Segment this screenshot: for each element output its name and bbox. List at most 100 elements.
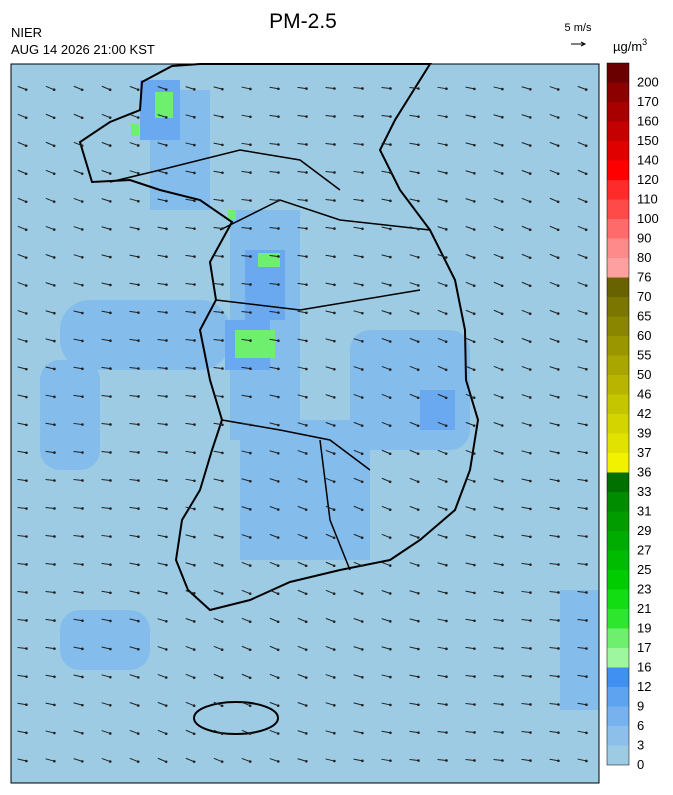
wind-arrow-head	[361, 171, 364, 174]
wind-arrow-head	[333, 731, 336, 735]
wind-arrow	[437, 281, 447, 287]
wind-arrow-head	[81, 703, 84, 707]
wind-arrow	[101, 757, 111, 763]
wind-arrow-head	[529, 451, 532, 455]
wind-arrow-head	[361, 759, 364, 763]
wind-arrow	[269, 114, 279, 118]
wind-arrow	[45, 254, 55, 258]
wind-arrow-head	[164, 704, 168, 707]
wind-arrow	[185, 142, 195, 146]
wind-arrow	[437, 337, 447, 343]
wind-arrow	[101, 198, 111, 202]
wind-arrow-head	[81, 563, 84, 566]
wind-arrow-head	[305, 339, 308, 343]
wind-arrow	[45, 394, 55, 398]
wind-arrow-head	[81, 591, 84, 594]
wind-arrow-head	[248, 704, 252, 708]
wind-arrow	[297, 589, 307, 595]
wind-arrow-head	[472, 396, 476, 399]
wind-arrow	[353, 589, 363, 595]
wind-arrow	[45, 141, 55, 147]
wind-arrow	[409, 505, 419, 511]
wind-arrow	[129, 254, 139, 258]
wind-arrow	[185, 282, 195, 286]
wind-arrow-head	[417, 675, 420, 679]
colorbar-segment	[607, 706, 629, 726]
wind-arrow-head	[305, 171, 308, 174]
wind-arrow	[157, 673, 167, 679]
wind-arrow	[325, 366, 335, 370]
wind-arrow	[549, 366, 559, 370]
wind-arrow	[577, 113, 587, 119]
wind-arrow	[577, 310, 587, 314]
wind-arrow-head	[164, 116, 168, 119]
wind-arrow-head	[136, 760, 140, 763]
wind-arrow-head	[165, 451, 168, 454]
wind-arrow-head	[528, 284, 532, 288]
wind-arrow-head	[276, 508, 280, 511]
wind-arrow-head	[248, 592, 252, 595]
wind-arrow-head	[361, 675, 364, 679]
wind-arrow-head	[444, 368, 448, 372]
wind-arrow-head	[220, 760, 224, 763]
wind-arrow-head	[24, 88, 28, 91]
wind-arrow	[353, 646, 363, 650]
wind-arrow	[549, 169, 559, 175]
wind-arrow	[493, 114, 503, 118]
wind-arrow	[381, 393, 391, 399]
wind-arrow	[73, 226, 83, 230]
wind-arrow	[381, 365, 391, 371]
wind-arrow-head	[193, 255, 196, 258]
wind-arrow-head	[529, 507, 532, 511]
colorbar-label: 37	[637, 445, 651, 460]
colorbar-label: 39	[637, 426, 651, 441]
wind-arrow-head	[24, 116, 28, 119]
colorbar-segment	[607, 160, 629, 180]
wind-arrow	[241, 561, 251, 567]
wind-arrow	[409, 393, 419, 399]
wind-arrow	[213, 534, 223, 538]
wind-arrow	[409, 618, 419, 622]
wind-arrow	[521, 675, 531, 677]
wind-arrow	[269, 450, 279, 454]
wind-arrow	[325, 758, 335, 762]
wind-arrow-head	[221, 423, 224, 427]
wind-arrow-head	[305, 759, 308, 763]
wind-arrow	[73, 507, 83, 509]
wind-arrow-head	[108, 732, 112, 735]
wind-arrow-head	[500, 312, 504, 316]
wind-arrow	[521, 309, 531, 315]
wind-arrow-head	[473, 563, 476, 567]
wind-arrow	[549, 86, 559, 90]
wind-arrow-head	[249, 227, 252, 230]
wind-arrow-head	[305, 367, 308, 371]
wind-arrow	[409, 477, 419, 483]
wind-arrow	[577, 674, 587, 678]
wind-arrow	[73, 254, 83, 258]
wind-arrow	[325, 505, 335, 511]
wind-arrow	[17, 591, 27, 593]
wind-arrow-head	[193, 339, 196, 342]
wind-arrow-head	[53, 479, 56, 482]
wind-arrow	[549, 591, 559, 593]
wind-arrow-head	[361, 255, 364, 259]
wind-arrow	[577, 281, 587, 287]
wind-arrow	[269, 533, 279, 539]
wind-arrow	[185, 367, 195, 369]
wind-arrow-head	[109, 367, 112, 370]
wind-arrow-head	[416, 368, 420, 371]
wind-arrow	[577, 506, 587, 510]
wind-arrow-head	[417, 227, 420, 231]
colorbar-segment	[607, 550, 629, 570]
wind-arrow-head	[444, 228, 448, 231]
wind-arrow-head	[360, 508, 364, 512]
wind-arrow	[409, 170, 419, 174]
wind-arrow	[577, 85, 587, 91]
wind-arrow	[269, 338, 279, 342]
wind-arrow	[549, 141, 559, 147]
wind-arrow-head	[585, 535, 588, 538]
wind-arrow-head	[389, 675, 392, 679]
wind-arrow	[213, 226, 223, 230]
wind-arrow-head	[53, 367, 56, 371]
wind-arrow-head	[137, 283, 140, 287]
